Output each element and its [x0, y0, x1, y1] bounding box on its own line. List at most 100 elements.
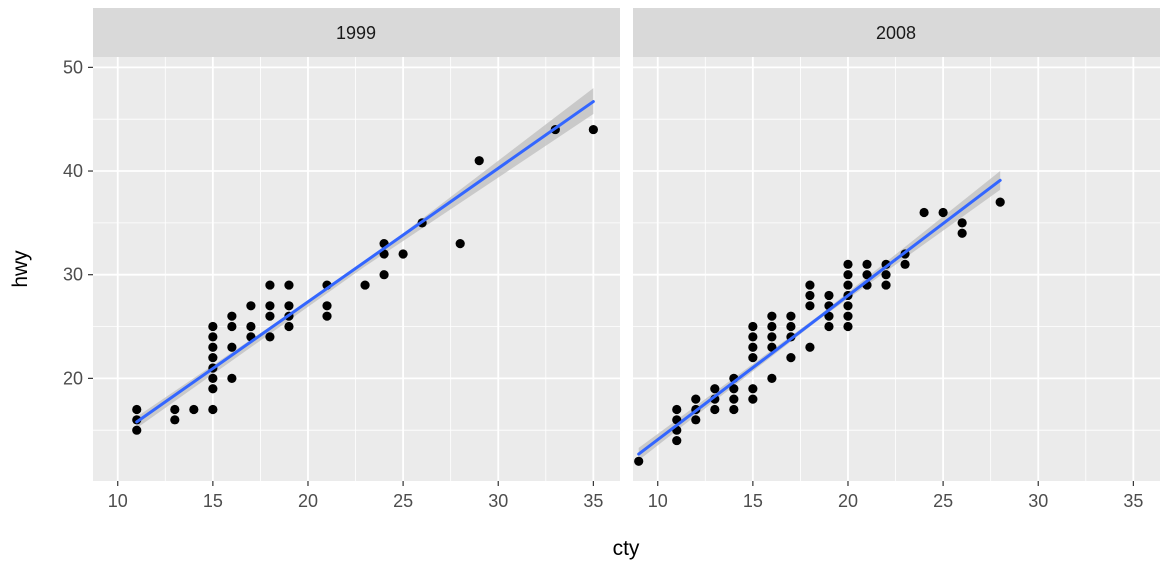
data-point — [843, 321, 853, 332]
data-point — [208, 353, 218, 363]
data-point — [208, 342, 218, 352]
data-point — [824, 311, 834, 321]
x-tick-label: 15 — [203, 491, 223, 511]
data-point — [634, 456, 644, 466]
data-point — [843, 280, 853, 290]
x-axis-2008: 10 15 20 25 30 35 — [648, 481, 1143, 511]
data-point — [284, 321, 294, 332]
data-point — [786, 321, 796, 332]
data-point — [265, 311, 275, 321]
data-point — [805, 301, 815, 311]
y-axis-title: hwy — [9, 250, 32, 288]
data-point — [474, 156, 484, 166]
data-point — [805, 342, 815, 352]
x-tick-label: 35 — [583, 491, 603, 511]
x-tick-label: 25 — [393, 491, 413, 511]
data-point — [824, 321, 834, 332]
points — [132, 124, 598, 435]
data-point — [729, 404, 739, 415]
y-tick-label: 20 — [63, 368, 83, 388]
data-point — [265, 301, 275, 311]
panel-background — [633, 57, 1160, 481]
data-point — [995, 197, 1005, 207]
data-point — [938, 207, 948, 218]
grid-lines — [93, 57, 620, 481]
data-point — [957, 228, 967, 238]
data-point — [748, 394, 758, 404]
data-point — [748, 321, 758, 332]
data-point — [729, 384, 739, 394]
x-tick-label: 20 — [838, 491, 858, 511]
data-point — [189, 404, 199, 415]
data-point — [227, 321, 237, 332]
data-point — [767, 332, 777, 342]
data-point — [805, 280, 815, 290]
x-tick-label: 10 — [108, 491, 128, 511]
strip-background — [93, 8, 620, 57]
data-point — [691, 394, 701, 404]
data-point — [170, 404, 180, 415]
x-tick-label: 15 — [743, 491, 763, 511]
facet-panel-2008: 2008 — [633, 8, 1160, 481]
data-point — [748, 332, 758, 342]
data-point — [132, 404, 142, 415]
data-point — [208, 321, 218, 332]
data-point — [170, 415, 180, 425]
strip-background — [633, 8, 1160, 57]
data-point — [691, 415, 701, 425]
data-point — [284, 280, 294, 290]
data-point — [455, 239, 465, 249]
x-tick-label: 35 — [1123, 491, 1143, 511]
data-point — [208, 384, 218, 394]
strip-label: 2008 — [876, 23, 916, 43]
data-point — [748, 353, 758, 363]
data-point — [672, 435, 682, 446]
facet-panel-1999: 1999 — [93, 8, 620, 481]
data-point — [862, 270, 872, 280]
data-point — [767, 373, 777, 383]
data-point — [208, 332, 218, 342]
x-tick-label: 10 — [648, 491, 668, 511]
data-point — [786, 353, 796, 363]
x-tick-label: 30 — [488, 491, 508, 511]
data-point — [748, 342, 758, 352]
data-point — [322, 311, 332, 321]
data-point — [767, 311, 777, 321]
data-point — [767, 342, 777, 352]
data-point — [957, 218, 967, 228]
regression-line — [135, 100, 595, 424]
data-point — [843, 270, 853, 280]
y-tick-label: 30 — [63, 265, 83, 285]
x-tick-label: 20 — [298, 491, 318, 511]
data-point — [710, 404, 720, 415]
data-point — [767, 321, 777, 332]
data-point — [379, 270, 389, 280]
data-point — [900, 259, 910, 269]
data-point — [843, 311, 853, 321]
data-point — [588, 124, 598, 135]
x-axis-1999: 10 15 20 25 30 35 — [108, 481, 603, 511]
fit-line — [135, 100, 595, 424]
data-point — [824, 290, 834, 301]
regression-line — [637, 178, 1002, 456]
data-point — [246, 301, 256, 311]
data-point — [265, 332, 275, 342]
data-point — [710, 384, 720, 394]
data-point — [748, 384, 758, 394]
data-point — [284, 301, 294, 311]
data-point — [398, 249, 408, 259]
data-point — [672, 404, 682, 415]
data-point — [132, 415, 142, 425]
data-point — [843, 259, 853, 269]
data-point — [208, 404, 218, 415]
data-point — [729, 394, 739, 404]
data-point — [265, 280, 275, 290]
fit-line — [637, 178, 1002, 456]
data-point — [881, 270, 891, 280]
data-point — [843, 301, 853, 311]
data-point — [360, 280, 370, 290]
y-tick-label: 40 — [63, 161, 83, 181]
data-point — [862, 259, 872, 269]
data-point — [132, 425, 142, 435]
